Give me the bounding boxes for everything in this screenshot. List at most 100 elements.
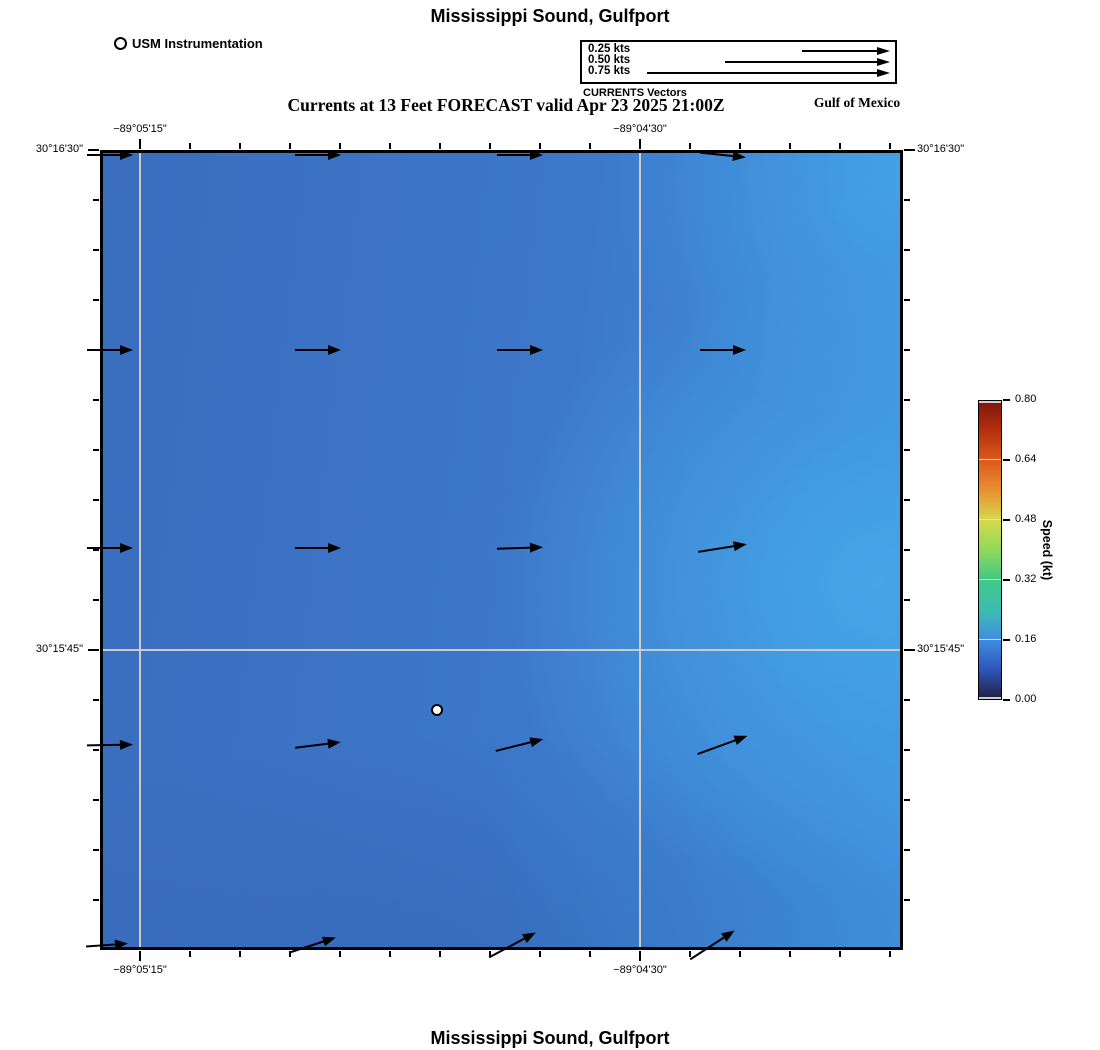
arrow-shaft bbox=[696, 738, 737, 756]
axis-tick bbox=[489, 143, 491, 149]
arrow-head-icon bbox=[529, 150, 543, 160]
arrow-head-icon bbox=[732, 151, 747, 163]
arrow-shaft bbox=[87, 153, 122, 157]
axis-tick bbox=[189, 951, 191, 957]
arrow-shaft bbox=[289, 939, 327, 954]
colorbar-tick-label: 0.64 bbox=[1015, 453, 1037, 465]
lat-tick-label: 30°15'45" bbox=[917, 643, 965, 655]
map-overlay: −89°05'15" −89°05'15" −89°04'30" −89°04'30"… bbox=[36, 123, 964, 976]
current-vector bbox=[495, 734, 546, 756]
colorbar-tick-label: 0.16 bbox=[1015, 633, 1037, 645]
gridline bbox=[139, 153, 141, 947]
current-vector bbox=[687, 926, 737, 963]
axis-tick bbox=[339, 951, 341, 957]
axis-tick bbox=[93, 549, 99, 551]
arrow-head-icon bbox=[720, 926, 737, 942]
axis-major-tick bbox=[88, 149, 99, 151]
axis-tick bbox=[904, 449, 910, 451]
arrow-shaft bbox=[87, 743, 122, 747]
axis-major-tick bbox=[88, 649, 99, 651]
colorbar-tick-label: 0.00 bbox=[1015, 693, 1037, 705]
scale-item-label: 0.50 kts bbox=[588, 54, 631, 66]
axis-tick bbox=[889, 143, 891, 149]
axis-tick bbox=[739, 951, 741, 957]
scale-item-label: 0.75 kts bbox=[588, 65, 631, 77]
current-vector bbox=[288, 932, 338, 958]
arrow-head-icon bbox=[732, 731, 749, 746]
arrow-shaft bbox=[497, 153, 532, 157]
axis-tick bbox=[889, 951, 891, 957]
axis-tick bbox=[904, 849, 910, 851]
arrow-head-icon bbox=[114, 938, 129, 950]
arrow-head-icon bbox=[119, 739, 133, 750]
colorbar-gridline bbox=[979, 458, 1001, 460]
arrow-shaft bbox=[497, 348, 532, 352]
axis-tick bbox=[239, 951, 241, 957]
arrow-head-icon bbox=[119, 345, 133, 355]
axis-tick bbox=[689, 143, 691, 149]
colorbar-tick-label: 0.32 bbox=[1015, 573, 1037, 585]
arrow-shaft bbox=[700, 151, 735, 158]
current-vector bbox=[87, 543, 133, 553]
colorbar-tick bbox=[1003, 459, 1010, 461]
arrow-head-icon bbox=[521, 928, 538, 944]
current-vector bbox=[85, 938, 129, 952]
arrow-shaft bbox=[802, 50, 879, 52]
axis-tick bbox=[439, 951, 441, 957]
axis-major-tick bbox=[904, 149, 915, 151]
arrow-head-icon bbox=[119, 150, 133, 160]
axis-tick bbox=[739, 143, 741, 149]
current-vector bbox=[698, 539, 749, 557]
gridline bbox=[103, 649, 900, 651]
station-marker bbox=[430, 703, 443, 716]
axis-tick bbox=[339, 143, 341, 149]
axis-tick bbox=[93, 599, 99, 601]
arrow-head-icon bbox=[877, 46, 890, 55]
axis-tick bbox=[93, 499, 99, 501]
arrow-head-icon bbox=[322, 932, 338, 947]
colorbar-gridline bbox=[979, 638, 1001, 640]
axis-tick bbox=[239, 143, 241, 149]
axis-tick bbox=[904, 399, 910, 401]
arrow-head-icon bbox=[119, 543, 133, 553]
current-vector bbox=[700, 148, 747, 163]
lat-tick-label: 30°15'45" bbox=[35, 643, 83, 655]
arrow-shaft bbox=[495, 740, 534, 753]
colorbar-tick bbox=[1003, 519, 1010, 521]
axis-tick bbox=[389, 143, 391, 149]
axis-tick bbox=[904, 499, 910, 501]
instrument-legend-label: USM Instrumentation bbox=[132, 36, 263, 51]
arrow-head-icon bbox=[877, 68, 890, 77]
colorbar-tick bbox=[1003, 699, 1010, 701]
axis-tick bbox=[904, 799, 910, 801]
subtitle: Currents at 13 Feet FORECAST valid Apr 2… bbox=[287, 95, 725, 115]
axis-major-tick bbox=[139, 139, 141, 149]
colorbar-gradient bbox=[978, 400, 1002, 700]
lon-tick-label: −89°05'15" bbox=[113, 123, 167, 135]
colorbar-tick bbox=[1003, 639, 1010, 641]
map-plot bbox=[100, 150, 903, 950]
current-vector bbox=[295, 150, 341, 160]
lat-tick-label: 30°16'30" bbox=[917, 143, 965, 155]
axis-tick bbox=[904, 749, 910, 751]
arrow-head-icon bbox=[529, 345, 543, 355]
arrow-shaft bbox=[295, 546, 330, 550]
arrow-shaft bbox=[295, 742, 330, 749]
scale-arrow bbox=[802, 46, 890, 56]
axis-tick bbox=[539, 143, 541, 149]
lon-tick-label: −89°04'30" bbox=[613, 964, 667, 976]
station-circle-icon bbox=[114, 37, 127, 50]
axis-tick bbox=[904, 299, 910, 301]
current-vector bbox=[87, 345, 133, 355]
axis-tick bbox=[589, 143, 591, 149]
arrow-head-icon bbox=[733, 539, 749, 552]
axis-tick bbox=[93, 399, 99, 401]
current-vector bbox=[497, 345, 543, 355]
arrow-shaft bbox=[497, 546, 532, 550]
arrow-head-icon bbox=[327, 737, 342, 749]
arrow-head-icon bbox=[877, 57, 890, 66]
colorbar-label: Speed (kt) bbox=[1040, 519, 1054, 581]
arrow-head-icon bbox=[327, 543, 341, 553]
colorbar-gridline bbox=[979, 578, 1001, 580]
lon-tick-label: −89°05'15" bbox=[113, 964, 167, 976]
